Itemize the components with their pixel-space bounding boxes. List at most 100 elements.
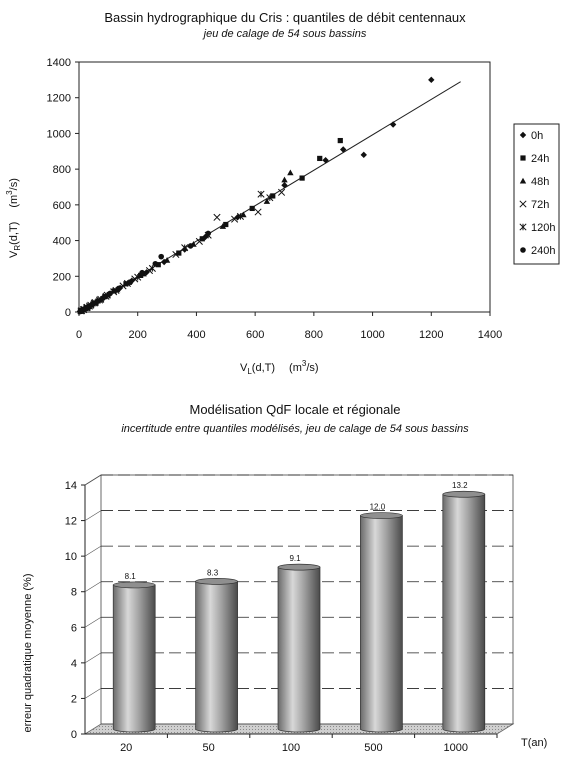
y-tick-label: 1200 [47, 93, 71, 105]
scatter-x-ticks: 0 200 400 600 800 1000 1200 1400 [76, 312, 502, 341]
scatter-point-240h [158, 253, 164, 260]
scatter-point-240h [85, 304, 91, 310]
legend-label-240h: 240h [531, 245, 555, 257]
legend-label-48h: 48h [531, 176, 549, 188]
x-label-main: V [240, 362, 248, 374]
x-tick-label: 800 [305, 329, 323, 341]
bar-cylinder-100 [277, 566, 321, 733]
scatter-point-72h [254, 208, 262, 216]
scatter-subtitle: jeu de calage de 54 sous bassins [202, 28, 367, 40]
scatter-point-240h [127, 279, 134, 285]
bar-cylinder-50 [195, 581, 238, 733]
bar-gridline-side [84, 510, 102, 521]
scatter-point-24h [138, 272, 144, 278]
y-tick-label: 1400 [47, 57, 71, 69]
scatter-point-72h [213, 213, 221, 221]
bar-cylinder-top-50 [195, 578, 238, 585]
x-tick-label: 400 [187, 329, 205, 341]
bar-gridline-side [84, 617, 102, 628]
x-tick-label: 1400 [478, 329, 502, 341]
bar-y-label: erreur quadratique moyenne (%) [22, 574, 34, 733]
bar-y-tick-label: 2 [71, 693, 77, 705]
scatter-point-24h [270, 193, 276, 199]
legend-marker-48h [519, 177, 527, 184]
scatter-point-0h [322, 157, 329, 164]
y-tick-label: 400 [53, 236, 71, 248]
y-label-sub: R [13, 245, 22, 251]
scatter-legend: 0h 24h 48h 72h 120h 240h [519, 130, 555, 257]
x-tick-label: 0 [76, 329, 82, 341]
scatter-point-240h [187, 243, 194, 249]
legend-label-0h: 0h [531, 130, 543, 142]
bar-y-tick-label: 0 [71, 729, 77, 741]
y-label-main: V [8, 250, 20, 258]
scatter-point-120h [236, 212, 245, 221]
bar-x-tick-label: 1000 [444, 742, 468, 754]
scatter-point-24h [155, 262, 161, 268]
bar-data-label: 13.2 [452, 481, 468, 490]
bar-y-tick-label: 10 [65, 551, 77, 563]
scatter-point-240h [107, 290, 113, 297]
bar-gridline-side [84, 545, 102, 557]
y-label-unit-post: /s) [8, 178, 20, 190]
bar-cylinders: 8.1 8.3 9.1 12.0 13.2 [112, 481, 486, 733]
x-label-args: (d,T) [252, 362, 275, 374]
scatter-point-72h [172, 250, 180, 259]
scatter-point-0h [428, 76, 435, 84]
scatter-point-48h [219, 223, 227, 229]
scatter-point-240h [115, 285, 122, 292]
scatter-point-48h [287, 169, 294, 176]
scatter-point-72h [195, 237, 203, 246]
scatter-point-72h [278, 188, 286, 196]
scatter-point-48h [281, 176, 288, 183]
bar-cylinder-top-100 [277, 563, 321, 571]
x-label-unit-post: /s) [306, 362, 318, 374]
scatter-x-label: VL(d,T) (m3/s) [240, 359, 319, 376]
y-label-unit-pre: (m [8, 195, 20, 208]
bar-cylinder-1000 [442, 493, 486, 733]
scatter-point-240h [139, 269, 145, 276]
bar-data-label: 8.3 [207, 568, 219, 577]
x-tick-label: 200 [129, 329, 147, 341]
bar-x-tick-label: 50 [202, 742, 214, 754]
scatter-point-240h [100, 295, 106, 301]
legend-marker-72h [519, 200, 527, 208]
bar-x-tick-label: 500 [364, 742, 382, 754]
y-tick-label: 800 [53, 164, 71, 176]
scatter-point-0h [234, 214, 241, 221]
bar-gridline-side [84, 652, 102, 664]
bar-data-label: 12.0 [370, 503, 386, 512]
bar-y-tick-label: 6 [71, 622, 77, 634]
scatter-point-0h [160, 258, 168, 266]
scatter-point-120h [266, 194, 274, 202]
scatter-legend-box [513, 123, 560, 265]
bar-cylinder-top-1000 [442, 490, 486, 498]
x-label-unit-pre: (m [289, 362, 302, 374]
scatter-point-120h [134, 273, 142, 281]
bar-gridline-side [84, 688, 102, 699]
bar-cylinder-20 [112, 584, 156, 733]
scatter-point-240h [152, 260, 159, 267]
bar-y-tick-label: 12 [65, 516, 77, 528]
bar-x-tick-label: 20 [120, 742, 132, 754]
scatter-point-48h [163, 257, 171, 263]
scatter-point-120h [181, 244, 189, 252]
y-tick-label: 1000 [47, 128, 71, 140]
scatter-point-72h [231, 215, 239, 223]
x-tick-label: 1000 [360, 329, 384, 341]
y-label-args: (d,T) [8, 222, 20, 245]
scatter-point-24h [337, 137, 343, 144]
x-label-sub: L [247, 367, 252, 376]
scatter-point-24h [176, 250, 182, 256]
scatter-point-240h [89, 301, 95, 308]
bar-cylinder-top-500 [360, 512, 403, 519]
scatter-chart: Bassin hydrographique du Cris : quantile… [5, 10, 560, 376]
bar-x-tick-label: 100 [282, 742, 300, 754]
scatter-point-24h [123, 281, 129, 287]
bar-y-tick-label: 4 [71, 658, 77, 670]
scatter-title: Bassin hydrographique du Cris : quantile… [104, 10, 466, 25]
bar-cylinder-top-20 [112, 581, 156, 589]
bar-data-label: 9.1 [289, 554, 301, 563]
scatter-point-240h [205, 230, 211, 237]
legend-label-24h: 24h [531, 153, 549, 165]
